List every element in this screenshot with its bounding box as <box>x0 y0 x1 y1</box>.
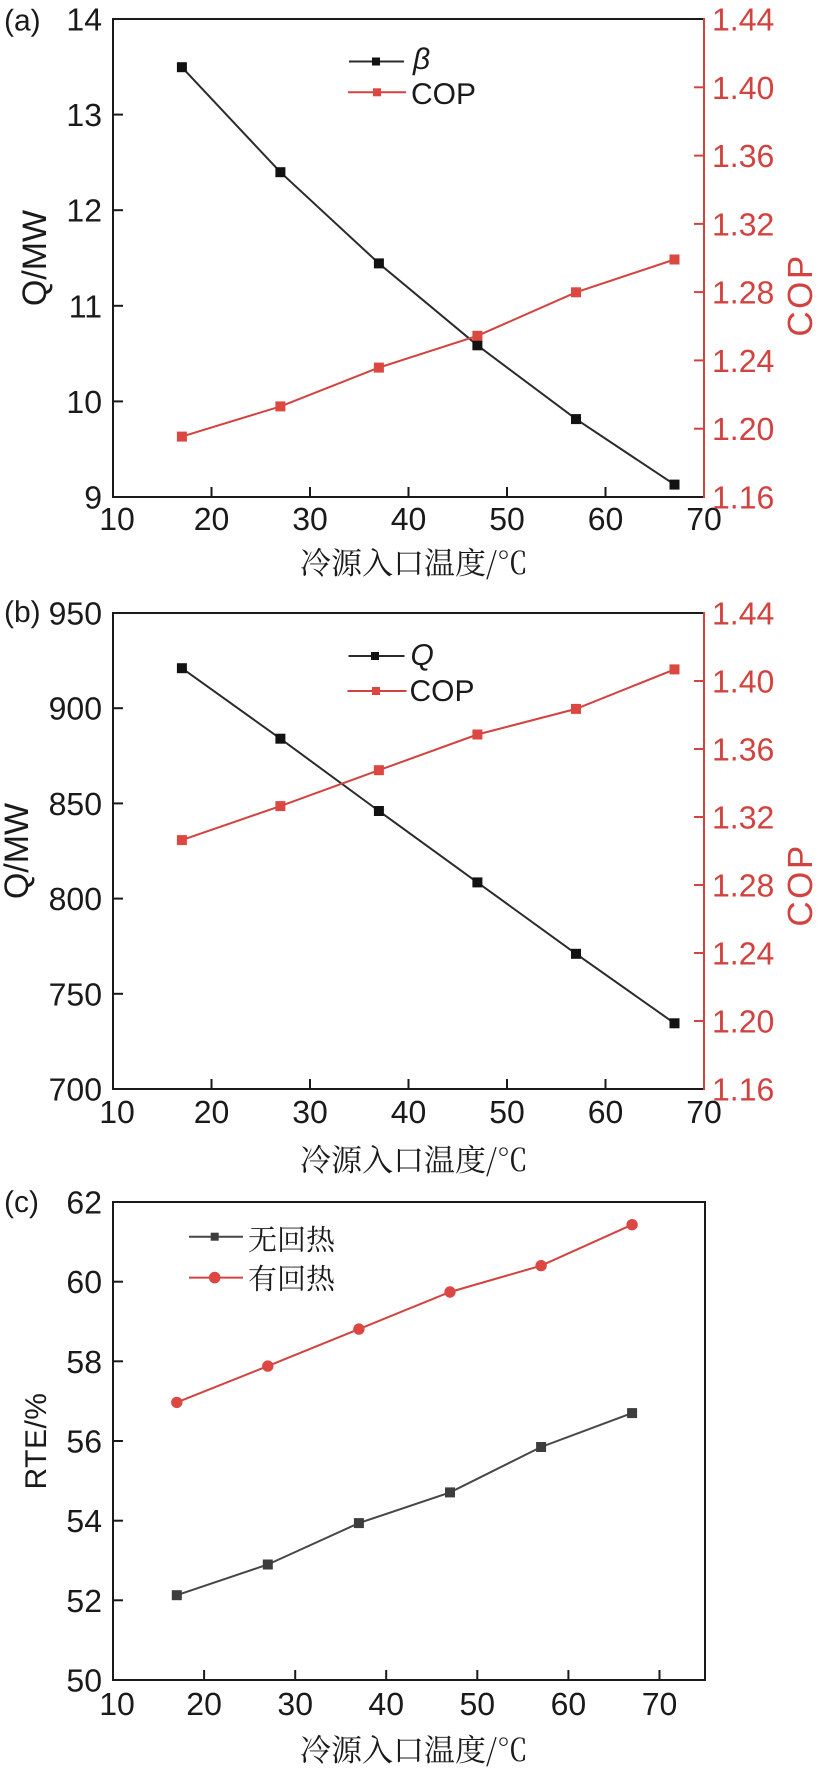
svg-text:1.44: 1.44 <box>712 2 774 38</box>
svg-text:70: 70 <box>686 1094 722 1130</box>
svg-text:1.28: 1.28 <box>712 275 774 311</box>
svg-text:1.16: 1.16 <box>712 480 774 516</box>
svg-text:20: 20 <box>194 501 230 537</box>
svg-text:COP: COP <box>781 843 820 926</box>
svg-text:Q: Q <box>411 639 434 672</box>
svg-text:RTE/%: RTE/% <box>20 1393 53 1490</box>
svg-text:1.32: 1.32 <box>712 206 774 242</box>
svg-text:950: 950 <box>49 596 102 632</box>
svg-text:60: 60 <box>551 1686 587 1722</box>
svg-text:50: 50 <box>460 1686 496 1722</box>
svg-text:COP: COP <box>410 675 475 708</box>
svg-text:10: 10 <box>66 384 102 420</box>
svg-text:10: 10 <box>99 1094 135 1130</box>
svg-text:1.20: 1.20 <box>712 1004 774 1040</box>
svg-text:70: 70 <box>642 1686 678 1722</box>
svg-text:54: 54 <box>66 1503 102 1539</box>
svg-text:60: 60 <box>66 1264 102 1300</box>
svg-text:(a): (a) <box>4 5 41 38</box>
svg-text:COP: COP <box>411 78 476 111</box>
svg-text:800: 800 <box>49 881 102 917</box>
svg-text:1.24: 1.24 <box>712 343 774 379</box>
svg-text:COP: COP <box>781 253 820 336</box>
svg-text:10: 10 <box>99 1686 135 1722</box>
svg-text:52: 52 <box>66 1583 102 1619</box>
svg-text:1.24: 1.24 <box>712 936 774 972</box>
svg-text:40: 40 <box>391 501 427 537</box>
svg-text:58: 58 <box>66 1344 102 1380</box>
svg-text:12: 12 <box>66 193 102 229</box>
svg-text:60: 60 <box>588 501 624 537</box>
svg-text:10: 10 <box>99 501 135 537</box>
svg-text:50: 50 <box>489 501 525 537</box>
svg-text:30: 30 <box>292 501 328 537</box>
svg-text:850: 850 <box>49 786 102 822</box>
svg-text:1.16: 1.16 <box>712 1072 774 1108</box>
svg-text:9: 9 <box>84 480 102 516</box>
svg-text:700: 700 <box>49 1072 102 1108</box>
svg-text:(b): (b) <box>4 596 41 629</box>
svg-text:1.40: 1.40 <box>712 664 774 700</box>
svg-text:50: 50 <box>489 1094 525 1130</box>
svg-text:(c): (c) <box>4 1186 39 1219</box>
svg-text:1.44: 1.44 <box>712 596 774 632</box>
svg-text:30: 30 <box>277 1686 313 1722</box>
svg-text:1.40: 1.40 <box>712 70 774 106</box>
svg-text:900: 900 <box>49 691 102 727</box>
svg-text:1.36: 1.36 <box>712 138 774 174</box>
svg-text:40: 40 <box>391 1094 427 1130</box>
svg-text:14: 14 <box>66 2 102 38</box>
svg-text:60: 60 <box>588 1094 624 1130</box>
svg-text:1.36: 1.36 <box>712 732 774 768</box>
svg-text:1.20: 1.20 <box>712 411 774 447</box>
svg-text:β: β <box>412 43 430 76</box>
svg-text:56: 56 <box>66 1424 102 1460</box>
svg-text:750: 750 <box>49 976 102 1012</box>
svg-text:13: 13 <box>66 97 102 133</box>
svg-text:11: 11 <box>69 288 102 324</box>
svg-text:62: 62 <box>66 1185 102 1221</box>
svg-text:Q/MW: Q/MW <box>0 803 36 899</box>
svg-text:1.28: 1.28 <box>712 868 774 904</box>
svg-text:Q/MW: Q/MW <box>16 210 54 306</box>
svg-text:50: 50 <box>66 1663 102 1699</box>
svg-text:20: 20 <box>186 1686 222 1722</box>
svg-text:20: 20 <box>194 1094 230 1130</box>
svg-text:40: 40 <box>368 1686 404 1722</box>
svg-text:70: 70 <box>686 501 722 537</box>
svg-text:30: 30 <box>292 1094 328 1130</box>
svg-text:1.32: 1.32 <box>712 800 774 836</box>
